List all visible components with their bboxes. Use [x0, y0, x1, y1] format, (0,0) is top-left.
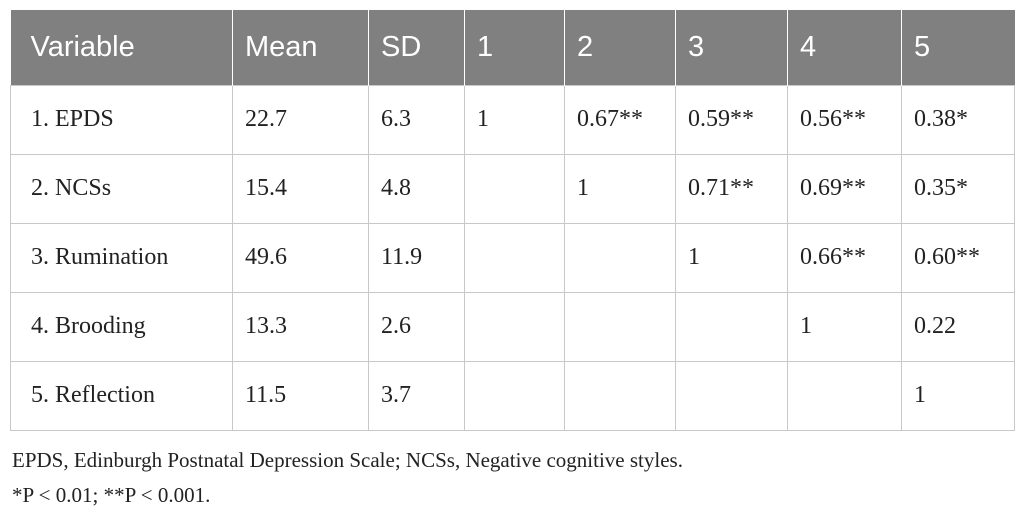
- cell-r2: [564, 360, 676, 431]
- table-row: 1. EPDS 22.7 6.3 1 0.67** 0.59** 0.56** …: [10, 84, 1015, 155]
- header-row: Variable Mean SD 1 2 3 4 5: [10, 10, 1015, 85]
- table-row: 3. Rumination 49.6 11.9 1 0.66** 0.60**: [10, 222, 1015, 293]
- cell-r5: 1: [901, 360, 1015, 431]
- header-variable: Variable: [10, 10, 233, 85]
- cell-r5: 0.60**: [901, 222, 1015, 293]
- cell-r1: [464, 153, 565, 224]
- cell-variable: 4. Brooding: [10, 291, 233, 362]
- cell-r4: 1: [787, 291, 902, 362]
- cell-r4: 0.66**: [787, 222, 902, 293]
- cell-r2: 1: [564, 153, 676, 224]
- cell-sd: 6.3: [368, 84, 465, 155]
- header-col-2: 2: [564, 10, 676, 85]
- cell-r4: 0.69**: [787, 153, 902, 224]
- cell-mean: 15.4: [232, 153, 369, 224]
- table-row: 2. NCSs 15.4 4.8 1 0.71** 0.69** 0.35*: [10, 153, 1015, 224]
- header-col-4: 4: [787, 10, 902, 85]
- significance-note: *P < 0.01; **P < 0.001.: [12, 482, 211, 507]
- cell-mean: 11.5: [232, 360, 369, 431]
- cell-variable: 1. EPDS: [10, 84, 233, 155]
- cell-r3: [675, 291, 788, 362]
- cell-r5: 0.38*: [901, 84, 1015, 155]
- cell-sd: 11.9: [368, 222, 465, 293]
- header-col-5: 5: [901, 10, 1015, 85]
- abbreviations-note: EPDS, Edinburgh Postnatal Depression Sca…: [12, 447, 683, 472]
- header-col-1: 1: [464, 10, 565, 85]
- table-row: 5. Reflection 11.5 3.7 1: [10, 360, 1015, 431]
- cell-r1: [464, 360, 565, 431]
- cell-r4: 0.56**: [787, 84, 902, 155]
- header-sd: SD: [368, 10, 465, 85]
- cell-r2: [564, 222, 676, 293]
- correlation-table: Variable Mean SD 1 2 3 4 5 1. EPDS 22.7 …: [10, 10, 1015, 431]
- cell-mean: 49.6: [232, 222, 369, 293]
- cell-r5: 0.35*: [901, 153, 1015, 224]
- cell-r2: [564, 291, 676, 362]
- cell-r1: 1: [464, 84, 565, 155]
- cell-sd: 2.6: [368, 291, 465, 362]
- cell-r3: [675, 360, 788, 431]
- cell-variable: 2. NCSs: [10, 153, 233, 224]
- cell-r2: 0.67**: [564, 84, 676, 155]
- cell-r3: 1: [675, 222, 788, 293]
- correlation-table-container: Variable Mean SD 1 2 3 4 5 1. EPDS 22.7 …: [10, 10, 1015, 513]
- cell-mean: 22.7: [232, 84, 369, 155]
- table-footnotes: EPDS, Edinburgh Postnatal Depression Sca…: [10, 443, 1014, 513]
- header-mean: Mean: [232, 10, 369, 85]
- table-row: 4. Brooding 13.3 2.6 1 0.22: [10, 291, 1015, 362]
- cell-r4: [787, 360, 902, 431]
- cell-sd: 4.8: [368, 153, 465, 224]
- cell-variable: 5. Reflection: [10, 360, 233, 431]
- header-col-3: 3: [675, 10, 788, 85]
- cell-r5: 0.22: [901, 291, 1015, 362]
- cell-r3: 0.71**: [675, 153, 788, 224]
- cell-r3: 0.59**: [675, 84, 788, 155]
- cell-r1: [464, 222, 565, 293]
- cell-r1: [464, 291, 565, 362]
- cell-variable: 3. Rumination: [10, 222, 233, 293]
- cell-mean: 13.3: [232, 291, 369, 362]
- cell-sd: 3.7: [368, 360, 465, 431]
